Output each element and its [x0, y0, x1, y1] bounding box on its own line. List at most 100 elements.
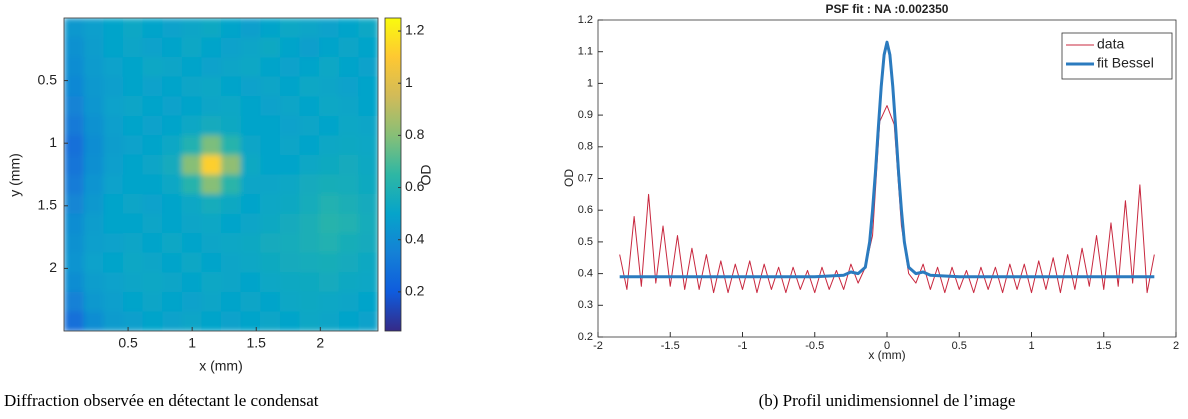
- heatmap-cell: [299, 115, 320, 136]
- heatmap-cell: [279, 135, 301, 156]
- heatmap-cell: [142, 57, 163, 78]
- heatmap-cell: [181, 272, 202, 293]
- heatmap-cell: [83, 18, 104, 39]
- heatmap-cell: [338, 174, 359, 195]
- heatmap-cell: [260, 311, 281, 331]
- heatmap-cell: [201, 291, 222, 313]
- heatmap-cell: [299, 233, 320, 254]
- heatmap-cell: [358, 194, 378, 215]
- heatmap-cell: [162, 115, 183, 136]
- heatmap-cell: [83, 272, 104, 293]
- line-series: [619, 105, 1155, 294]
- heatmap-cell: [338, 213, 359, 234]
- heatmap-cell: [181, 213, 202, 234]
- heatmap-cell: [162, 96, 183, 117]
- heatmap-cell: [299, 174, 320, 195]
- heatmap-cell: [162, 18, 183, 39]
- heatmap-cell: [122, 76, 144, 97]
- heatmap-cell: [240, 213, 261, 234]
- heatmap-cell: [299, 194, 320, 215]
- heatmap-cell: [181, 57, 202, 78]
- heatmap-cell: [221, 272, 242, 293]
- heatmap-cell: [162, 154, 183, 176]
- heatmap-cells: [64, 18, 378, 331]
- heatmap-cell: [260, 291, 281, 313]
- heatmap-cell: [319, 135, 340, 156]
- heatmap-cell: [338, 154, 359, 176]
- heatmap-cell: [181, 76, 202, 97]
- heatmap-cell: [279, 115, 301, 136]
- heatmap-cell: [319, 174, 340, 195]
- heatmap-cell: [338, 291, 359, 313]
- heatmap-cell: [260, 194, 281, 215]
- y-tick-label: 0.9: [578, 109, 593, 121]
- heatmap-cell: [338, 76, 359, 97]
- heatmap-cell: [279, 213, 301, 234]
- heatmap-cell: [181, 18, 202, 39]
- heatmap-cell: [319, 233, 340, 254]
- heatmap-cell: [221, 213, 242, 234]
- heatmap-cell: [338, 37, 359, 58]
- heatmap-cell: [64, 115, 85, 136]
- heatmap-cell: [162, 135, 183, 156]
- heatmap-cell: [358, 154, 378, 176]
- heatmap-cell: [358, 96, 378, 117]
- heatmap-cell: [103, 213, 124, 234]
- heatmap-cell: [122, 96, 144, 117]
- y-tick-label: 1: [49, 134, 57, 150]
- heatmap-cell: [83, 213, 104, 234]
- heatmap-cell: [122, 233, 144, 254]
- heatmap-cell: [319, 291, 340, 313]
- heatmap-cell: [221, 135, 242, 156]
- heatmap-cell: [260, 174, 281, 195]
- heatmap-cell: [162, 233, 183, 254]
- heatmap-cell: [299, 37, 320, 58]
- heatmap-cell: [240, 115, 261, 136]
- heatmap-cell: [83, 174, 104, 195]
- heatmap-cell: [240, 311, 261, 331]
- heatmap-cell: [299, 96, 320, 117]
- x-axis-label: x (mm): [868, 348, 905, 362]
- heatmap-cell: [122, 115, 144, 136]
- heatmap-cell: [162, 194, 183, 215]
- heatmap-cell: [358, 291, 378, 313]
- heatmap-cell: [64, 291, 85, 313]
- heatmap-cell: [142, 135, 163, 156]
- heatmap-cell: [221, 115, 242, 136]
- heatmap-cell: [358, 272, 378, 293]
- heatmap-cell: [201, 213, 222, 234]
- heatmap-cell: [358, 18, 378, 39]
- heatmap-cell: [103, 194, 124, 215]
- heatmap-cell: [181, 291, 202, 313]
- heatmap-cell: [103, 154, 124, 176]
- heatmap-cell: [358, 76, 378, 97]
- heatmap-cell: [122, 154, 144, 176]
- heatmap-cell: [358, 213, 378, 234]
- heatmap-area: [64, 18, 378, 331]
- heatmap-cell: [64, 18, 85, 39]
- heatmap-cell: [83, 291, 104, 313]
- heatmap-cell: [83, 252, 104, 273]
- heatmap-cell: [279, 37, 301, 58]
- heatmap-cell: [103, 252, 124, 273]
- heatmap-cell: [279, 272, 301, 293]
- heatmap-cell: [299, 57, 320, 78]
- heatmap-cell: [338, 135, 359, 156]
- colorbar: [384, 17, 402, 332]
- heatmap-cell: [103, 135, 124, 156]
- heatmap-cell: [122, 174, 144, 195]
- heatmap-cell: [201, 154, 222, 176]
- heatmap-cell: [299, 252, 320, 273]
- heatmap-cell: [83, 154, 104, 176]
- heatmap-cell: [142, 37, 163, 58]
- heatmap-cell: [103, 174, 124, 195]
- heatmap-cell: [221, 37, 242, 58]
- heatmap-cell: [279, 96, 301, 117]
- heatmap-cell: [181, 233, 202, 254]
- heatmap-cell: [221, 233, 242, 254]
- heatmap-cell: [122, 37, 144, 58]
- heatmap-cell: [64, 37, 85, 58]
- heatmap-cell: [260, 272, 281, 293]
- heatmap-cell: [279, 194, 301, 215]
- y-tick-label: 1: [587, 77, 593, 89]
